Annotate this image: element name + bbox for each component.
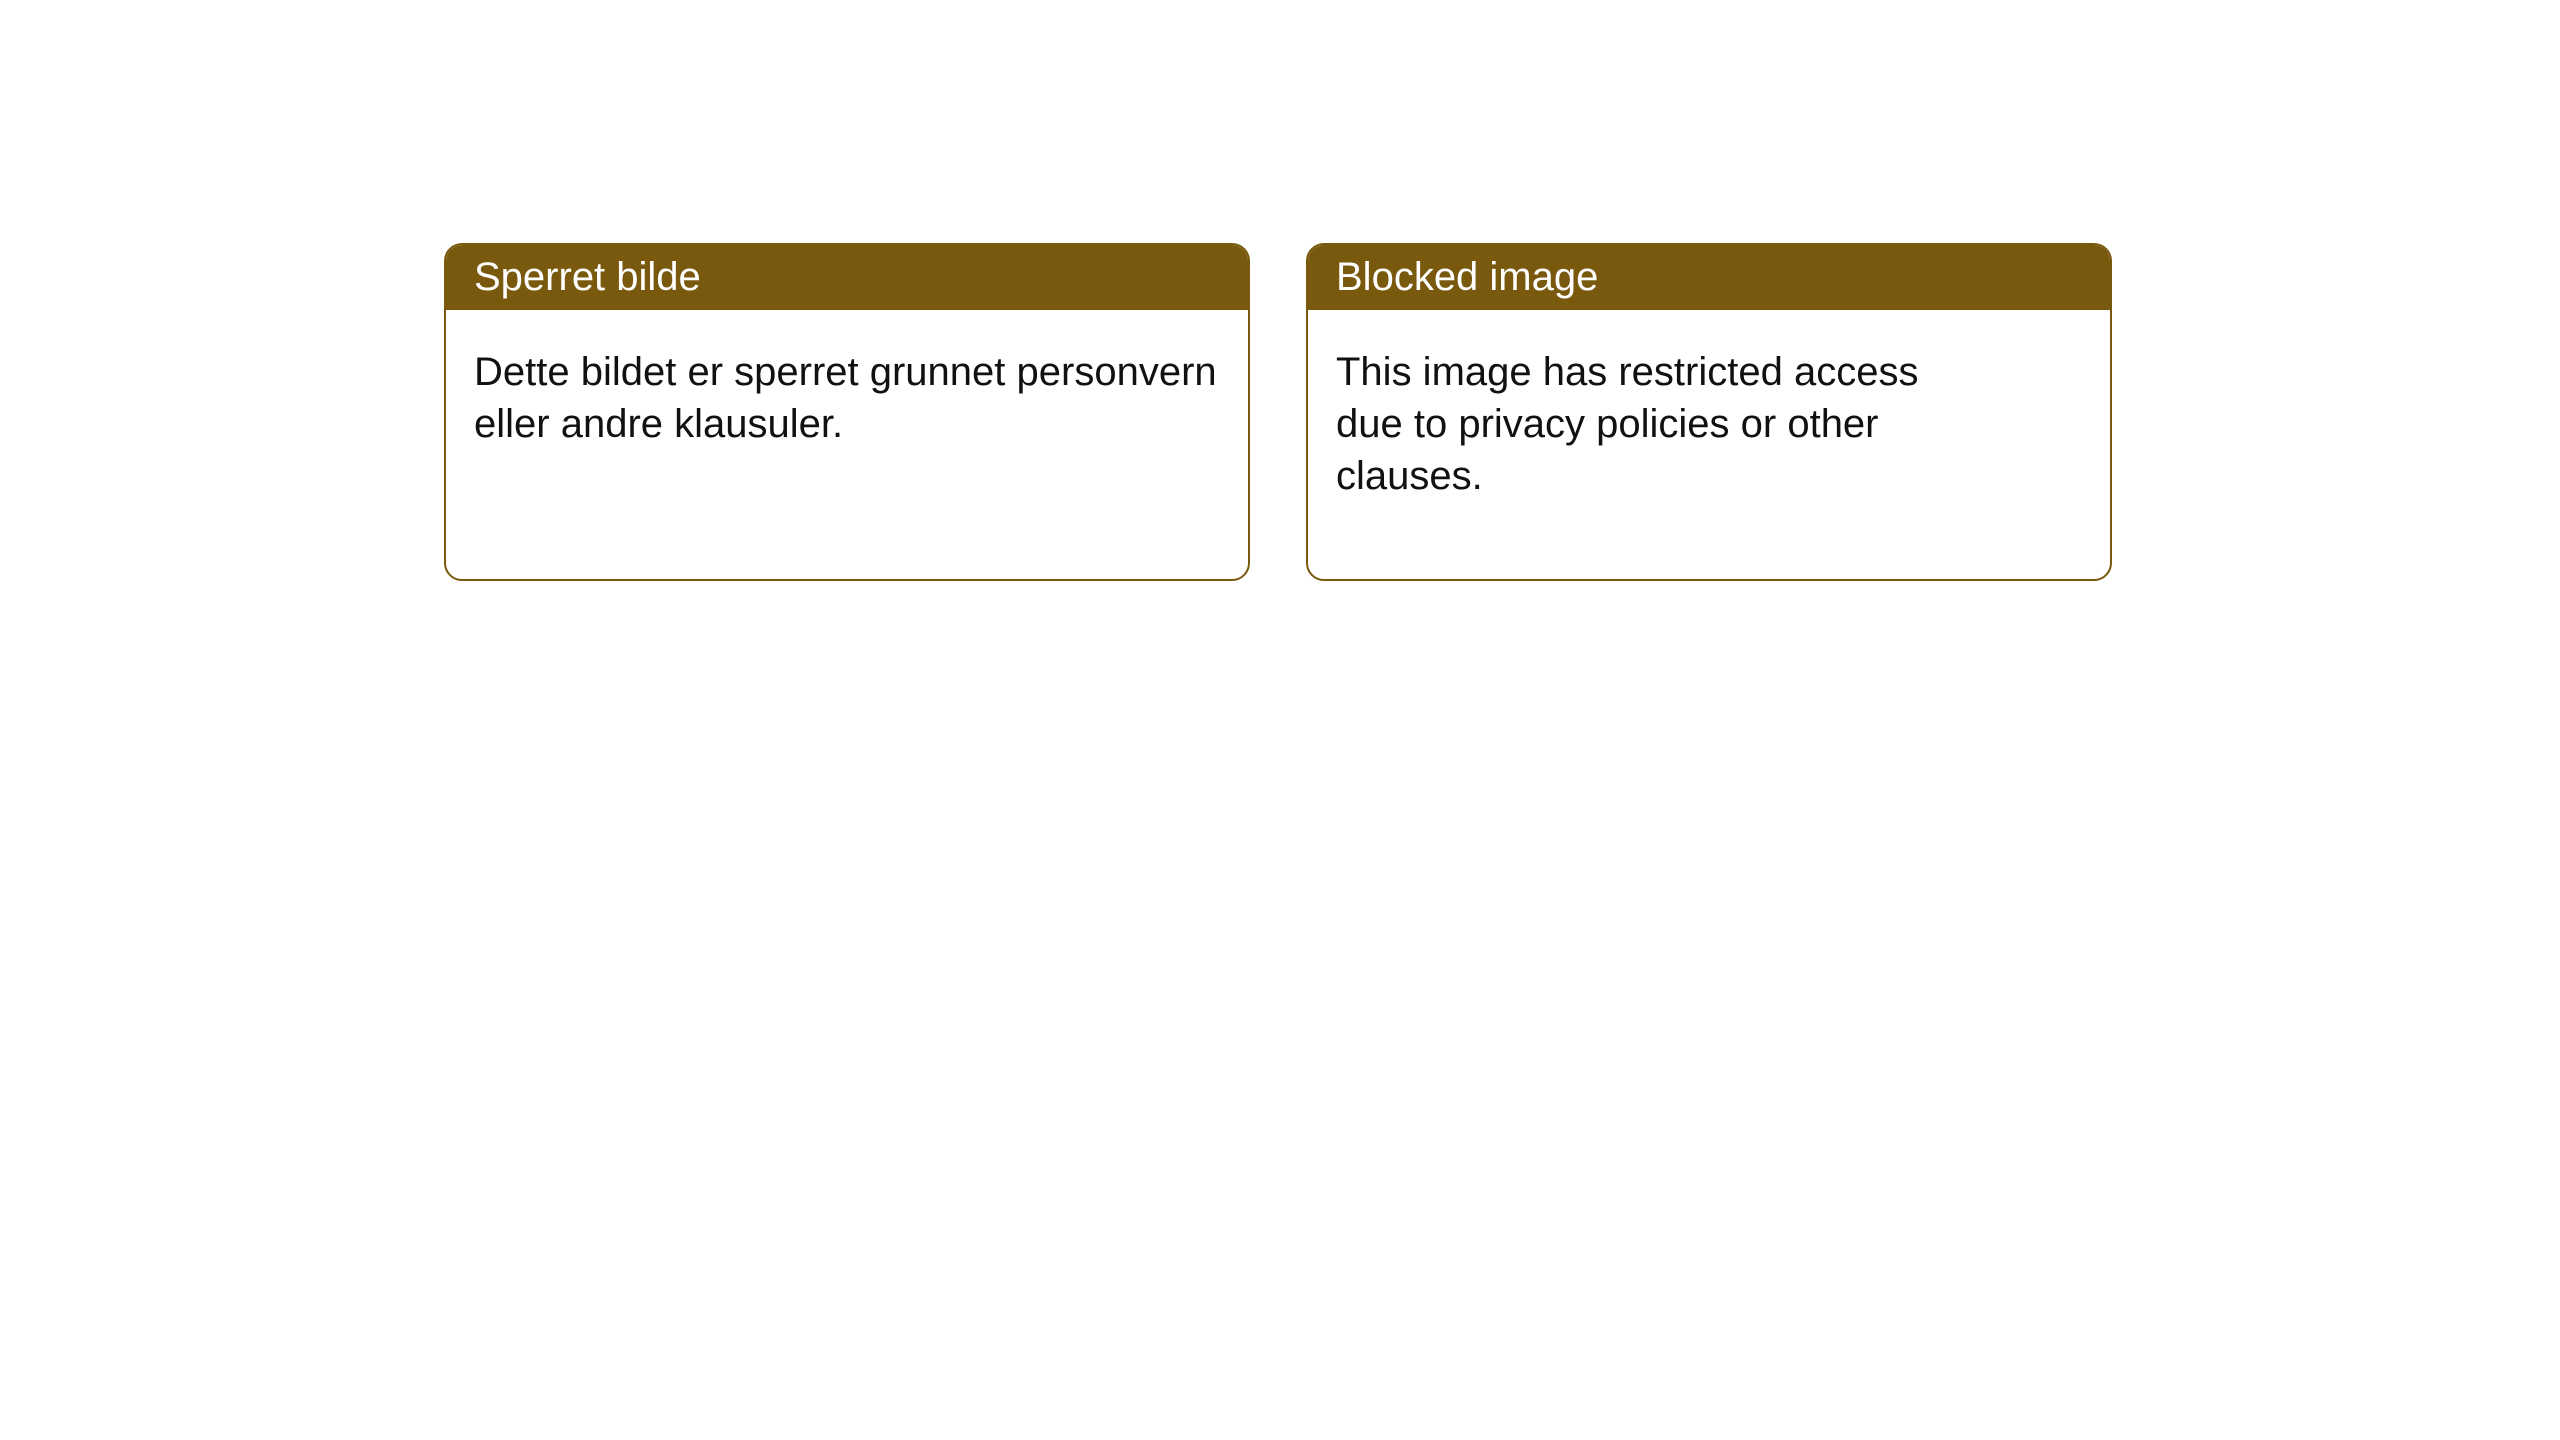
notice-body-norwegian: Dette bildet er sperret grunnet personve… [446, 310, 1248, 486]
notice-card-english: Blocked image This image has restricted … [1306, 243, 2112, 581]
notice-title: Sperret bilde [474, 255, 701, 299]
notice-message: This image has restricted access due to … [1336, 350, 1918, 498]
notice-message: Dette bildet er sperret grunnet personve… [474, 350, 1217, 446]
notice-container: Sperret bilde Dette bildet er sperret gr… [0, 0, 2560, 581]
notice-card-norwegian: Sperret bilde Dette bildet er sperret gr… [444, 243, 1250, 581]
notice-header-english: Blocked image [1308, 245, 2110, 310]
notice-body-english: This image has restricted access due to … [1308, 310, 1958, 538]
notice-title: Blocked image [1336, 255, 1598, 299]
notice-header-norwegian: Sperret bilde [446, 245, 1248, 310]
